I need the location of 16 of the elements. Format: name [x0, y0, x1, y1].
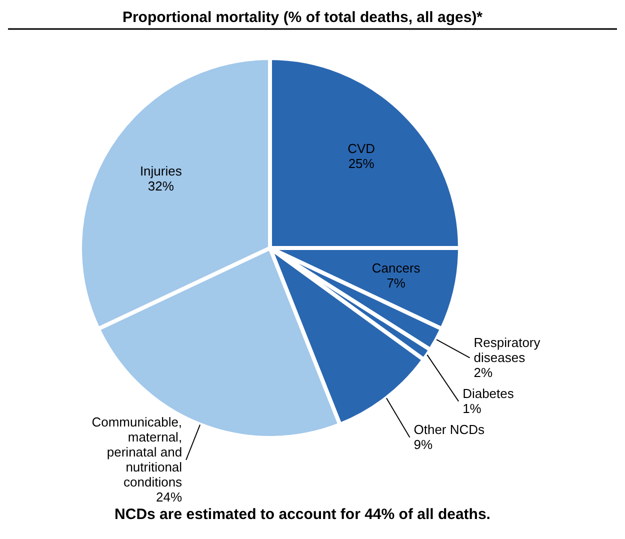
text: NCDs are estimated to account for 44% of all deaths. [114, 506, 490, 523]
data-label: 24% [156, 489, 182, 504]
data-label: 1% [462, 400, 482, 416]
chart-title: Proportional mortality (% of total deaths, all ages)* [122, 9, 483, 26]
slice-label: Injuries [140, 163, 182, 178]
slice-label: Cancers [372, 260, 421, 276]
data-label: 32% [148, 178, 174, 194]
slice-label: Respiratory diseases [474, 334, 541, 365]
data-label: 7% [386, 276, 406, 291]
data-label: 25% [348, 156, 375, 172]
data-label: 2% [474, 364, 494, 380]
slice-label: Other NCDs [414, 422, 486, 437]
slice-label: CVD [348, 141, 376, 156]
slice-label: Diabetes [462, 386, 514, 401]
slice-label: Communicable, maternal, perinatal and nutritional conditions [92, 414, 183, 490]
data-label: 9% [414, 436, 433, 452]
